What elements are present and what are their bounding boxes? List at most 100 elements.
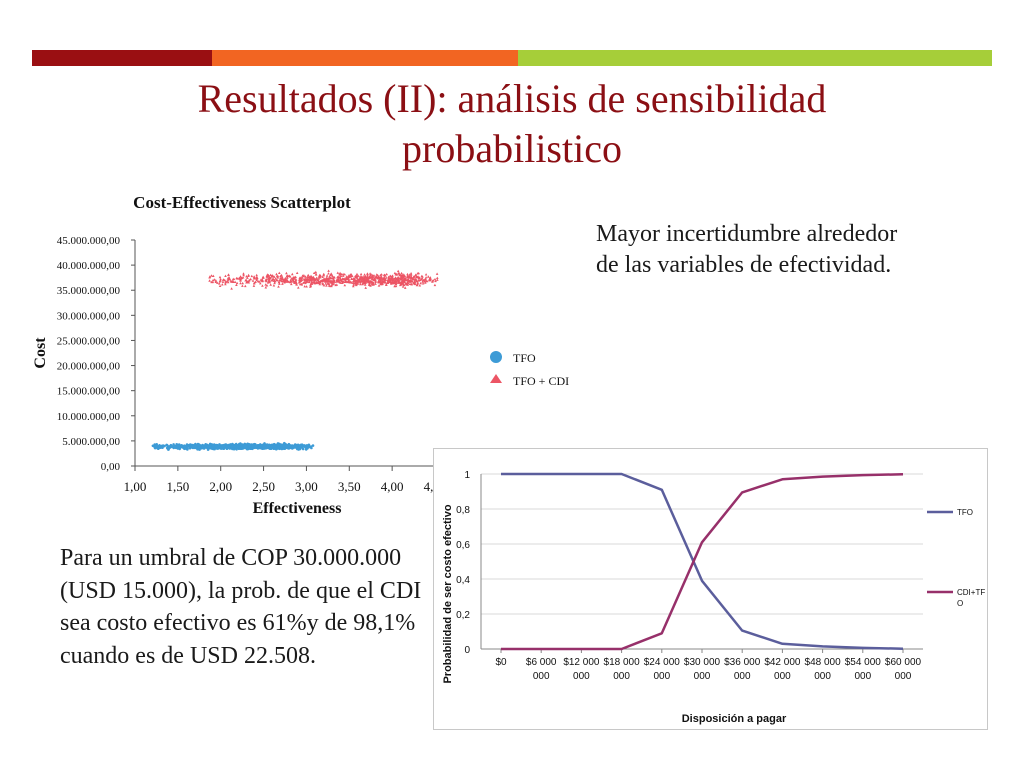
scatter-point-tfo <box>287 444 290 448</box>
scatter-point-cdi <box>353 281 357 285</box>
scatter-point-cdi <box>378 278 382 281</box>
scatter-point-cdi <box>324 282 328 285</box>
scatter-point-cdi <box>353 278 356 281</box>
scatter-point-cdi <box>433 283 437 287</box>
scatter-point-cdi <box>293 277 297 280</box>
scatter-point-cdi <box>431 279 434 283</box>
scatter-point-cdi <box>336 271 340 274</box>
curve-legend-label-tfo: TFO <box>957 508 973 517</box>
scatter-point-cdi <box>303 285 306 288</box>
scatter-point-cdi <box>420 276 424 280</box>
scatter-point-tfo <box>249 443 252 447</box>
scatter-x-tick-label: 2,00 <box>209 479 232 494</box>
scatter-point-cdi <box>328 275 331 278</box>
scatter-point-cdi <box>261 279 264 283</box>
scatter-point-cdi <box>303 277 307 280</box>
scatter-point-tfo <box>245 447 249 451</box>
scatter-point-tfo <box>243 446 247 450</box>
scatter-point-cdi <box>406 272 409 276</box>
scatter-point-cdi <box>308 285 312 288</box>
scatter-point-cdi <box>322 284 326 287</box>
scatter-point-cdi <box>244 284 247 288</box>
scatter-point-cdi <box>350 281 354 284</box>
scatter-point-tfo <box>309 445 313 449</box>
scatter-point-cdi <box>350 277 353 280</box>
accent-segment-green <box>518 50 992 66</box>
scatter-point-cdi <box>393 279 396 282</box>
scatter-point-cdi <box>304 275 307 278</box>
scatter-point-cdi <box>369 279 373 282</box>
scatter-point-cdi <box>247 281 250 284</box>
scatter-point-cdi <box>400 271 403 275</box>
scatter-point-cdi <box>301 274 304 277</box>
curve-y-tick-label: 0,2 <box>456 610 470 621</box>
scatter-point-tfo <box>211 446 214 449</box>
scatter-point-cdi <box>361 276 365 279</box>
scatter-point-cdi <box>240 276 244 279</box>
scatter-point-cdi <box>211 278 215 282</box>
scatter-point-tfo <box>194 445 197 448</box>
curve-y-tick-label: 0,8 <box>456 505 470 516</box>
scatter-point-cdi <box>341 277 345 280</box>
scatter-point-tfo <box>280 444 283 448</box>
scatter-point-cdi <box>266 274 270 277</box>
scatter-point-cdi <box>313 277 316 280</box>
scatter-point-cdi <box>333 280 336 283</box>
scatter-point-cdi <box>332 278 335 282</box>
scatter-point-tfo <box>263 444 266 447</box>
scatter-point-cdi <box>404 278 408 282</box>
curve-x-tick-label: $36 000 000 <box>724 657 761 682</box>
scatter-point-cdi <box>307 280 311 283</box>
scatter-point-cdi <box>425 279 429 283</box>
scatter-point-cdi <box>278 282 281 285</box>
uncertainty-note: Mayor incertidumbre alrededor de las var… <box>596 221 898 278</box>
slide-title: Resultados (II): análisis de sensibilida… <box>0 74 1024 174</box>
scatter-point-cdi <box>221 280 225 283</box>
scatter-point-cdi <box>318 281 322 284</box>
scatter-point-cdi <box>380 275 383 279</box>
scatter-point-cdi <box>279 274 282 278</box>
scatter-point-tfo <box>277 446 280 449</box>
scatter-point-cdi <box>226 280 230 284</box>
scatter-point-cdi <box>392 281 396 284</box>
accent-segment-red <box>32 50 212 66</box>
scatter-point-cdi <box>310 279 313 282</box>
scatter-point-tfo <box>199 445 202 449</box>
scatter-point-tfo <box>270 444 273 448</box>
scatter-point-cdi <box>358 282 362 286</box>
scatter-point-cdi <box>325 276 329 279</box>
scatter-point-cdi <box>242 273 245 277</box>
scatter-point-cdi <box>417 271 420 275</box>
scatter-point-tfo <box>165 443 168 447</box>
scatter-point-cdi <box>410 279 413 282</box>
scatter-point-cdi <box>372 278 376 281</box>
scatter-point-tfo <box>180 444 183 448</box>
scatter-y-tick-label: 35.000.000,00 <box>57 285 121 297</box>
scatter-point-cdi <box>395 273 398 276</box>
scatter-point-cdi <box>314 273 318 276</box>
scatter-point-tfo <box>276 442 280 445</box>
scatter-point-cdi <box>245 275 248 278</box>
scatter-point-cdi <box>253 275 256 279</box>
scatter-point-cdi <box>310 282 314 285</box>
scatter-point-cdi <box>252 284 256 287</box>
scatter-point-cdi <box>261 284 264 287</box>
scatter-point-cdi <box>377 279 380 283</box>
scatter-point-cdi <box>233 280 237 283</box>
scatter-point-cdi <box>246 276 249 279</box>
scatter-point-cdi <box>218 284 222 287</box>
scatter-point-cdi <box>403 280 406 283</box>
scatter-point-cdi <box>386 278 390 281</box>
scatter-point-cdi <box>290 272 294 276</box>
scatter-point-cdi <box>235 281 239 285</box>
curve-x-tick-label: $24 000 000 <box>644 657 681 682</box>
scatter-point-cdi <box>208 276 211 279</box>
scatter-point-cdi <box>345 275 349 278</box>
scatter-point-cdi <box>369 284 372 287</box>
scatter-point-tfo <box>154 444 158 448</box>
scatter-point-tfo <box>304 448 308 451</box>
scatter-y-tick-label: 15.000.000,00 <box>57 386 121 398</box>
scatter-point-cdi <box>364 281 368 284</box>
scatter-point-cdi <box>289 279 292 282</box>
scatter-point-cdi <box>361 282 364 286</box>
